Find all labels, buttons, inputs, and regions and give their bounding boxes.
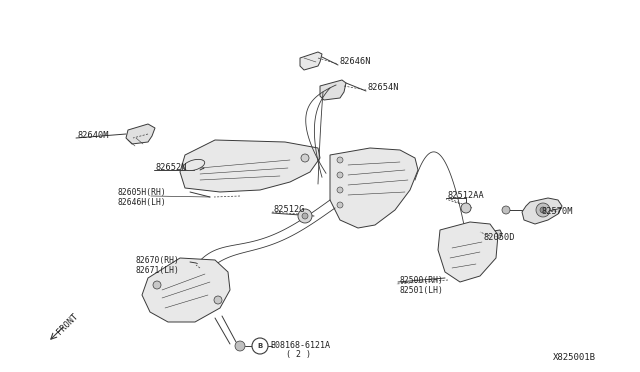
Text: 82500(RH): 82500(RH)	[400, 276, 444, 285]
Circle shape	[252, 338, 268, 354]
Polygon shape	[438, 222, 498, 282]
Circle shape	[461, 203, 471, 213]
Text: 82570M: 82570M	[542, 206, 573, 215]
Text: 82646H(LH): 82646H(LH)	[118, 198, 167, 206]
Circle shape	[337, 202, 343, 208]
Circle shape	[298, 209, 312, 223]
Circle shape	[192, 160, 200, 168]
Ellipse shape	[183, 159, 205, 171]
Text: 82501(LH): 82501(LH)	[400, 285, 444, 295]
Polygon shape	[485, 230, 502, 240]
Circle shape	[337, 157, 343, 163]
Polygon shape	[522, 198, 562, 224]
Text: 82654N: 82654N	[368, 83, 399, 93]
Text: 82671(LH): 82671(LH)	[136, 266, 180, 275]
Text: 82605H(RH): 82605H(RH)	[118, 189, 167, 198]
Circle shape	[540, 207, 546, 213]
Polygon shape	[300, 52, 322, 70]
Circle shape	[302, 213, 308, 219]
Text: FRONT: FRONT	[56, 311, 81, 336]
Polygon shape	[330, 148, 418, 228]
Circle shape	[153, 281, 161, 289]
Text: X825001B: X825001B	[553, 353, 596, 362]
Circle shape	[502, 206, 510, 214]
Polygon shape	[142, 258, 230, 322]
Text: ( 2 ): ( 2 )	[286, 350, 311, 359]
Circle shape	[214, 296, 222, 304]
Circle shape	[301, 154, 309, 162]
Polygon shape	[180, 140, 320, 192]
Text: 82512G: 82512G	[274, 205, 305, 215]
Text: 82640M: 82640M	[78, 131, 109, 141]
Polygon shape	[126, 124, 155, 144]
Text: 82670(RH): 82670(RH)	[136, 256, 180, 264]
Polygon shape	[320, 80, 346, 100]
Circle shape	[235, 341, 245, 351]
Text: B: B	[257, 343, 262, 349]
Text: 82512AA: 82512AA	[448, 192, 484, 201]
Text: 82646N: 82646N	[340, 58, 371, 67]
Text: 82652N: 82652N	[155, 164, 186, 173]
Text: 82050D: 82050D	[483, 234, 515, 243]
Circle shape	[337, 172, 343, 178]
Circle shape	[337, 187, 343, 193]
Text: B08168-6121A: B08168-6121A	[270, 340, 330, 350]
Circle shape	[536, 203, 550, 217]
